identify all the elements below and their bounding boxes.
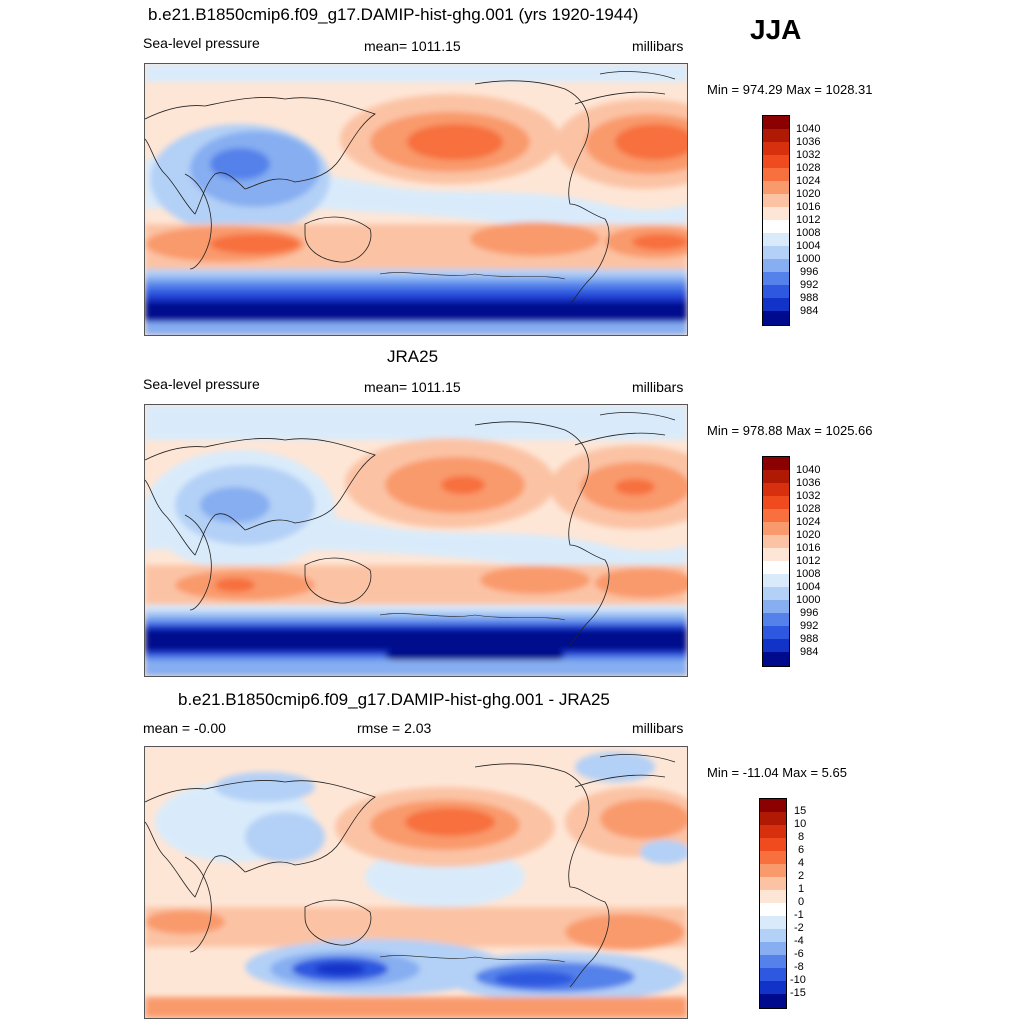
units-label: millibars <box>632 38 684 54</box>
colorbar-tick-label: -10 <box>790 974 806 986</box>
slp-difference-map <box>144 746 688 1019</box>
colorbar-tick-label: -2 <box>794 922 804 934</box>
colorbar-tick-label: 4 <box>798 857 805 869</box>
colorbar-tick-label: 1040 <box>796 464 821 476</box>
colorbar-tick-label: 992 <box>800 620 819 632</box>
colorbar-tick-label: 992 <box>800 279 819 291</box>
colorbar-tick-label: 1000 <box>796 253 821 265</box>
colorbar-tick-label: 1 <box>798 883 805 895</box>
colorbar-tick-label: 1000 <box>796 594 821 606</box>
minmax-label: Min = -11.04 Max = 5.65 <box>707 765 847 780</box>
colorbar-tick-label: -4 <box>794 935 804 947</box>
colorbar-tick-label: -15 <box>790 987 806 999</box>
units-label: millibars <box>632 720 684 736</box>
colorbar-tick-label: 1004 <box>796 581 821 593</box>
variable-label: Sea-level pressure <box>143 35 260 51</box>
mean-label: mean = -0.00 <box>143 720 226 736</box>
panel-title: JRA25 <box>387 347 439 366</box>
variable-label: Sea-level pressure <box>143 376 260 392</box>
colorbar-tick-label: 996 <box>800 266 819 278</box>
panel-title: b.e21.B1850cmip6.f09_g17.DAMIP-hist-ghg.… <box>178 690 610 709</box>
slp-map-obs <box>144 404 688 677</box>
colorbar-model <box>762 115 790 326</box>
colorbar-tick-label: 1020 <box>796 529 821 541</box>
colorbar-tick-label: 1008 <box>796 227 821 239</box>
colorbar-tick-label: 1016 <box>796 201 821 213</box>
colorbar-tick-label: 1036 <box>796 136 821 148</box>
colorbar-tick-label: 1024 <box>796 175 821 187</box>
colorbar-tick-label: 1032 <box>796 149 821 161</box>
colorbar-tick-label: 1004 <box>796 240 821 252</box>
colorbar-tick-label: 1008 <box>796 568 821 580</box>
colorbar-tick-label: 1020 <box>796 188 821 200</box>
colorbar-tick-label: 6 <box>798 844 805 856</box>
colorbar-tick-label: 15 <box>794 805 807 817</box>
panel-title: b.e21.B1850cmip6.f09_g17.DAMIP-hist-ghg.… <box>148 5 639 24</box>
colorbar-tick-label: 1040 <box>796 123 821 135</box>
colorbar-tick-label: 996 <box>800 607 819 619</box>
colorbar-tick-label: 10 <box>794 818 807 830</box>
colorbar-tick-label: 1024 <box>796 516 821 528</box>
colorbar-tick-label: 1028 <box>796 162 821 174</box>
colorbar-tick-label: 0 <box>798 896 805 908</box>
colorbar-tick-label: 8 <box>798 831 805 843</box>
minmax-label: Min = 978.88 Max = 1025.66 <box>707 423 873 438</box>
colorbar-tick-label: 984 <box>800 646 819 658</box>
colorbar-tick-label: 988 <box>800 292 819 304</box>
rmse-label: rmse = 2.03 <box>357 720 432 736</box>
colorbar-tick-label: -1 <box>794 909 804 921</box>
colorbar-tick-label: 1012 <box>796 555 821 567</box>
minmax-label: Min = 974.29 Max = 1028.31 <box>707 82 873 97</box>
colorbar-tick-label: 988 <box>800 633 819 645</box>
season-label: JJA <box>750 14 802 45</box>
colorbar-tick-label: -6 <box>794 948 804 960</box>
colorbar-tick-label: 1032 <box>796 490 821 502</box>
colorbar-tick-label: 2 <box>798 870 805 882</box>
mean-label: mean= 1011.15 <box>364 379 461 395</box>
colorbar-tick-label: 1036 <box>796 477 821 489</box>
colorbar-tick-label: -8 <box>794 961 804 973</box>
slp-map-model <box>144 63 688 336</box>
colorbar-tick-label: 1028 <box>796 503 821 515</box>
colorbar-tick-label: 984 <box>800 305 819 317</box>
colorbar-obs <box>762 456 790 667</box>
mean-label: mean= 1011.15 <box>364 38 461 54</box>
colorbar-difference <box>759 798 787 1009</box>
units-label: millibars <box>632 379 684 395</box>
colorbar-tick-label: 1012 <box>796 214 821 226</box>
colorbar-tick-label: 1016 <box>796 542 821 554</box>
